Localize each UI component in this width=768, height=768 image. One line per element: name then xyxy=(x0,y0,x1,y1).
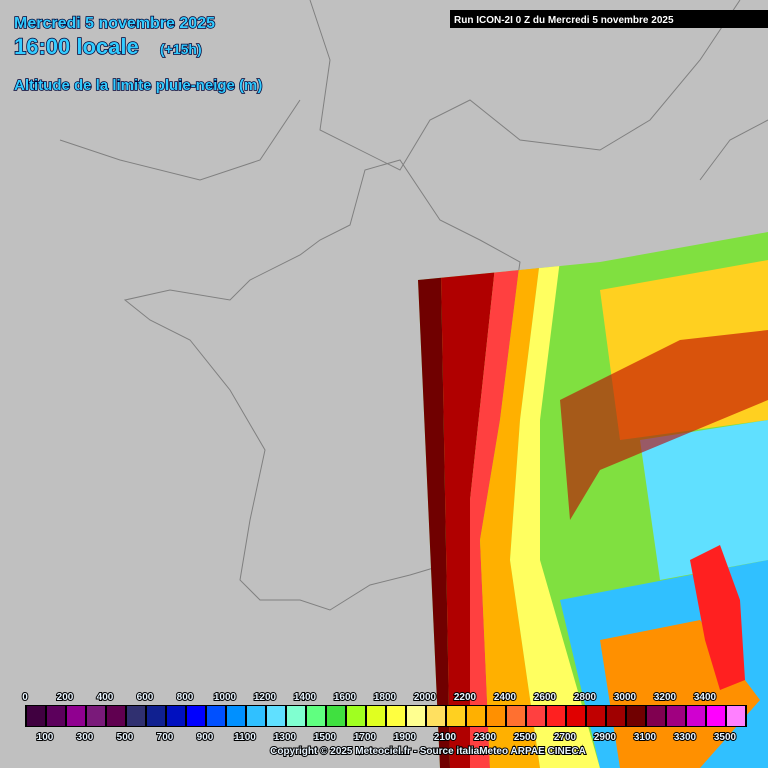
legend-swatch xyxy=(167,706,185,726)
legend-swatch xyxy=(387,706,405,726)
legend-label: 2100 xyxy=(434,732,457,743)
offset: (+15h) xyxy=(160,41,202,57)
legend-label: 1800 xyxy=(374,692,397,703)
legend-label: 900 xyxy=(197,732,214,743)
parameter: Altitude de la limite pluie-neige (m) xyxy=(14,77,262,94)
legend-label: 300 xyxy=(77,732,94,743)
legend-label: 1500 xyxy=(314,732,337,743)
legend-swatch xyxy=(707,706,725,726)
legend-swatch xyxy=(507,706,525,726)
legend-label: 2900 xyxy=(594,732,617,743)
legend-swatch xyxy=(187,706,205,726)
legend-label: 200 xyxy=(57,692,74,703)
legend-swatch xyxy=(327,706,345,726)
legend-label: 1100 xyxy=(234,732,256,743)
legend-label: 500 xyxy=(117,732,134,743)
legend-label: 2000 xyxy=(414,692,437,703)
legend-label: 2700 xyxy=(554,732,577,743)
legend-label: 3300 xyxy=(674,732,697,743)
legend-label: 3500 xyxy=(714,732,737,743)
legend-label: 1200 xyxy=(254,692,277,703)
legend-label: 1600 xyxy=(334,692,357,703)
legend-swatch xyxy=(147,706,165,726)
legend-label: 2400 xyxy=(494,692,517,703)
run-box xyxy=(450,10,768,28)
legend-swatch xyxy=(267,706,285,726)
legend-swatch xyxy=(547,706,565,726)
date: Mercredi 5 novembre 2025 xyxy=(14,15,215,32)
copyright: Copyright © 2025 Meteociel.fr - Source i… xyxy=(270,746,586,757)
legend-swatch xyxy=(227,706,245,726)
legend-swatch xyxy=(727,706,745,726)
legend-swatch xyxy=(347,706,365,726)
legend-swatch xyxy=(607,706,625,726)
legend: 0 100 200 300 400 500 600 700 800 900 1000 1100 1200… xyxy=(21,691,747,744)
data-field xyxy=(418,232,768,768)
legend-label: 3000 xyxy=(614,692,637,703)
legend-swatch xyxy=(87,706,105,726)
legend-label: 600 xyxy=(137,692,154,703)
legend-label: 2500 xyxy=(514,732,537,743)
legend-swatch xyxy=(647,706,665,726)
legend-label: 2800 xyxy=(574,692,597,703)
legend-label: 0 xyxy=(22,692,28,703)
legend-label: 100 xyxy=(37,732,54,743)
legend-swatch xyxy=(627,706,645,726)
legend-label: 400 xyxy=(97,692,114,703)
legend-swatch xyxy=(467,706,485,726)
legend-frame xyxy=(25,705,747,727)
legend-label: 1700 xyxy=(354,732,377,743)
legend-swatch xyxy=(287,706,305,726)
legend-swatch xyxy=(667,706,685,726)
legend-swatch xyxy=(107,706,125,726)
legend-label: 800 xyxy=(177,692,194,703)
legend-label: 1400 xyxy=(294,692,317,703)
legend-label: 3400 xyxy=(694,692,717,703)
legend-swatch xyxy=(67,706,85,726)
legend-swatch xyxy=(127,706,145,726)
legend-label: 3100 xyxy=(634,732,657,743)
legend-swatch xyxy=(487,706,505,726)
legend-label: 1000 xyxy=(214,692,237,703)
legend-swatch xyxy=(427,706,445,726)
legend-label: 1900 xyxy=(394,732,417,743)
run: Run ICON-2I 0 Z du Mercredi 5 novembre 2… xyxy=(454,15,674,26)
legend-swatch xyxy=(247,706,265,726)
legend-label: 2300 xyxy=(474,732,497,743)
legend-label: 700 xyxy=(157,732,174,743)
legend-swatch xyxy=(447,706,465,726)
legend-swatch xyxy=(27,706,45,726)
legend-swatch xyxy=(407,706,425,726)
legend-swatch xyxy=(307,706,325,726)
legend-label: 1300 xyxy=(274,732,297,743)
legend-swatch xyxy=(207,706,225,726)
legend-swatch xyxy=(367,706,385,726)
time: 16:00 locale xyxy=(14,34,139,59)
legend-label: 2600 xyxy=(534,692,557,703)
legend-swatch xyxy=(47,706,65,726)
legend-swatch xyxy=(687,706,705,726)
legend-label: 2200 xyxy=(454,692,477,703)
legend-swatch xyxy=(587,706,605,726)
legend-label: 3200 xyxy=(654,692,677,703)
legend-swatch xyxy=(527,706,545,726)
legend-swatch xyxy=(567,706,585,726)
